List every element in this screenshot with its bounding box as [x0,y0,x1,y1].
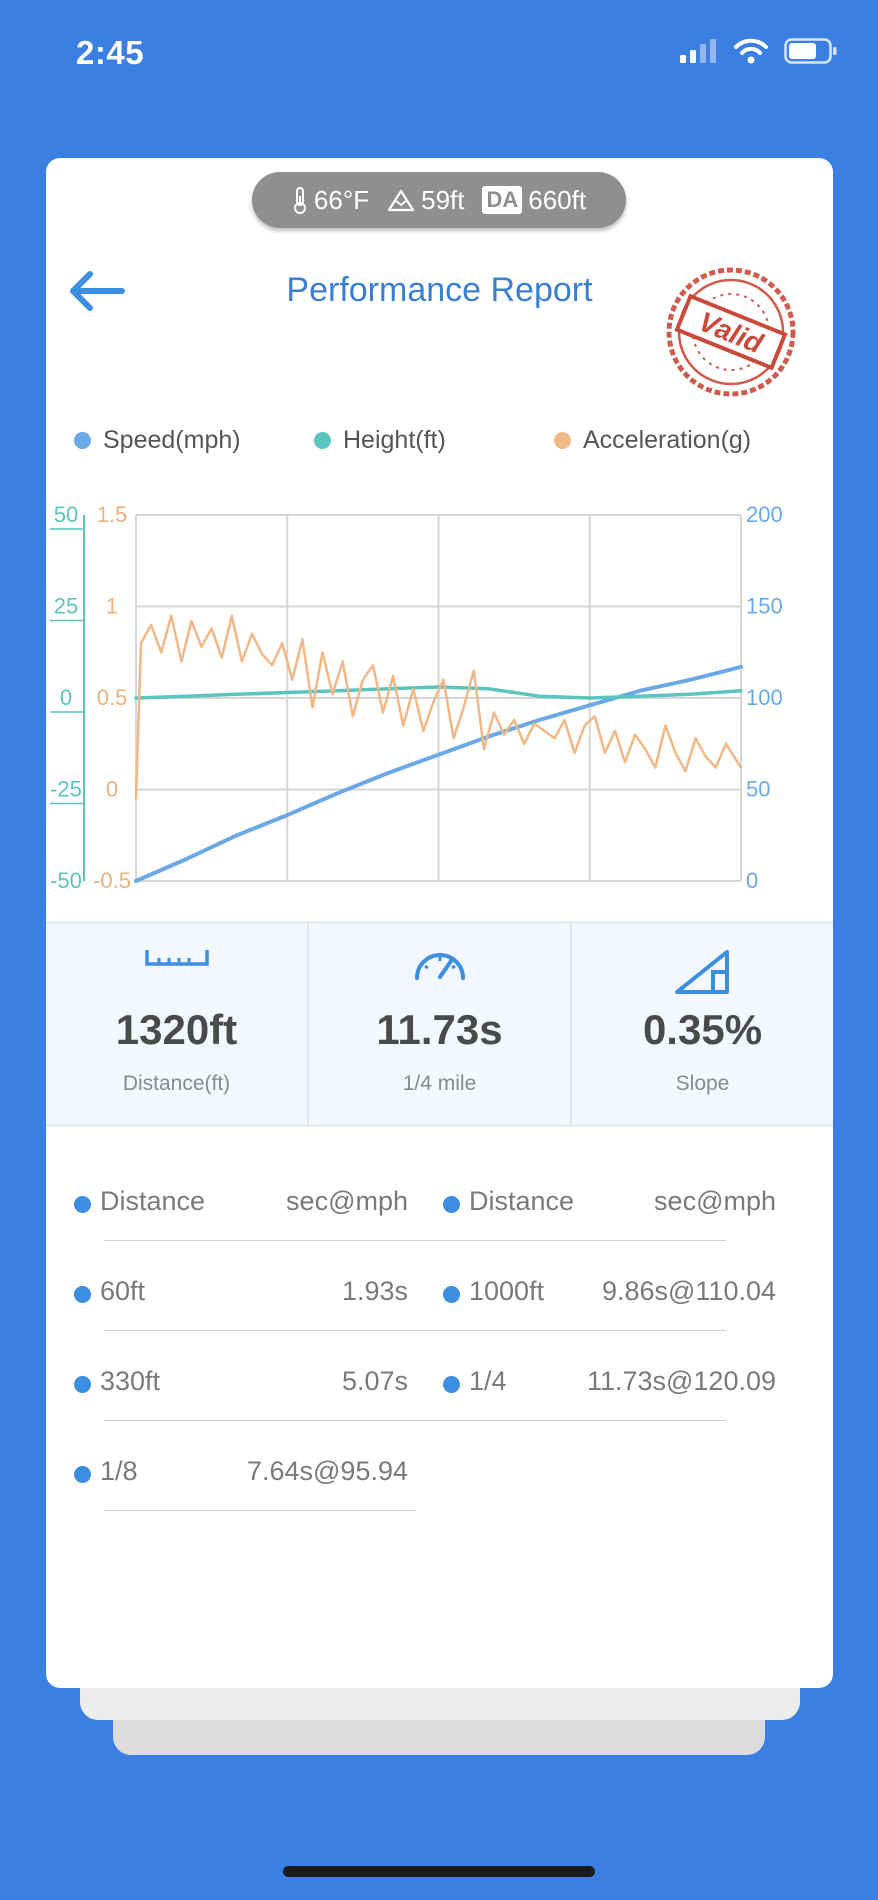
environment-pill: 66°F 59ft DA 660ft [252,172,626,228]
quarter-mile-value: 11.73s [376,1006,503,1053]
legend-dot-height [314,432,331,449]
ruler-icon [144,950,209,966]
split-time: 7.64s@95.94 [246,1456,408,1486]
acceleration-tick-label: 0 [106,777,118,802]
acceleration-tick-label: 1.5 [97,502,128,527]
mountain-icon [388,189,415,212]
acceleration-tick-label: 1 [106,594,118,619]
bullet-dot [74,1376,91,1393]
series-line-speed-mph [134,664,743,883]
split-time: 1.93s [341,1276,408,1306]
performance-chart: 50 25 0 -25 -50 1.5 1 0.5 0 -0.5 200 150 100 50 0 [50,502,783,888]
distance-value: 1320ft [115,1006,238,1053]
split-header-time: sec@mph [654,1186,776,1216]
height-tick-label: -50 [50,868,82,888]
acceleration-tick-label: -0.5 [93,868,131,888]
temperature-value: 66°F [313,184,370,215]
da-badge: DA [482,186,523,214]
stats-panel: 1320ft Distance(ft) 11.73s 1/4 mile 0.35… [46,921,833,1127]
bullet-dot [443,1196,460,1213]
height-tick-label: 25 [54,594,78,619]
acceleration-tick-label: 0.5 [97,685,128,710]
speedometer-icon [414,953,465,980]
split-time: 11.73s@120.09 [586,1366,776,1396]
split-header-right: Distance sec@mph [443,1186,776,1226]
speed-tick-label: 50 [746,777,770,802]
split-row: 330ft 5.07s [74,1366,408,1406]
bullet-dot [443,1376,460,1393]
speed-tick-label: 100 [746,685,783,710]
valid-stamp: Valid [666,267,796,397]
density-altitude-value: 660ft [528,184,587,215]
status-bar: 2:45 [0,0,878,110]
split-name: 1/8 [100,1456,138,1486]
series-line-acceleration-g [134,614,743,800]
chart-legend: Speed(mph) Height(ft) Acceleration(g) [74,426,814,466]
bullet-dot [74,1466,91,1483]
split-row: 1/8 7.64s@95.94 [74,1456,408,1496]
speed-tick-label: 0 [746,868,758,888]
bullet-dot [74,1286,91,1303]
quarter-mile-label: 1/4 mile [402,1072,477,1095]
split-name: 330ft [100,1366,161,1396]
slope-icon [674,950,729,994]
altitude-item: 59ft [387,185,464,216]
wifi-icon [734,38,768,64]
split-row: 1/4 11.73s@120.09 [443,1366,776,1406]
stat-slope: 0.35% Slope [570,924,833,1124]
status-icons [680,38,838,64]
split-name: 1000ft [469,1276,545,1306]
report-card: 66°F 59ft DA 660ft Performance Report Va… [46,158,833,1688]
divider [416,1330,726,1331]
divider [416,1420,726,1421]
legend-acceleration: Acceleration(g) [554,426,751,455]
split-row: 1000ft 9.86s@110.04 [443,1276,776,1316]
stat-quarter-mile: 11.73s 1/4 mile [307,924,570,1124]
divider [104,1420,416,1421]
thermometer-icon [293,187,306,214]
split-time: 5.07s [341,1366,408,1396]
legend-dot-acceleration [554,432,571,449]
slope-label: Slope [675,1072,730,1095]
signal-icon [680,39,716,63]
split-header-left: Distance sec@mph [74,1186,408,1226]
split-name: 1/4 [469,1366,507,1396]
page-title: Performance Report [286,271,593,309]
legend-label-height: Height(ft) [343,426,446,454]
divider [104,1240,416,1241]
split-name: 60ft [100,1276,146,1306]
altitude-value: 59ft [421,184,465,215]
temperature-item: 66°F [292,185,369,216]
speed-tick-label: 150 [746,594,783,619]
divider [104,1510,416,1511]
home-indicator [283,1866,595,1877]
slope-value: 0.35% [642,1006,763,1053]
distance-label: Distance(ft) [122,1072,231,1095]
split-time: 9.86s@110.04 [601,1276,776,1306]
legend-dot-speed [74,432,91,449]
status-time: 2:45 [76,34,145,71]
legend-speed: Speed(mph) [74,426,241,455]
legend-label-speed: Speed(mph) [103,426,241,454]
split-row: 60ft 1.93s [74,1276,408,1316]
divider [416,1240,726,1241]
bullet-dot [443,1286,460,1303]
back-arrow-icon[interactable] [66,266,128,316]
bullet-dot [74,1196,91,1213]
stat-distance: 1320ft Distance(ft) [46,924,307,1124]
density-altitude-item: DA 660ft [482,185,586,216]
split-header-name: Distance [469,1186,575,1216]
height-tick-label: 0 [60,685,72,710]
series-line-height-ft [134,685,743,700]
speed-tick-label: 200 [746,502,783,527]
legend-height: Height(ft) [314,426,446,455]
height-tick-label: -25 [50,777,82,802]
split-header-time: sec@mph [286,1186,408,1216]
height-tick-label: 50 [54,502,78,527]
split-header-name: Distance [100,1186,206,1216]
divider [104,1330,416,1331]
battery-icon [784,38,837,64]
legend-label-acceleration: Acceleration(g) [583,426,752,454]
